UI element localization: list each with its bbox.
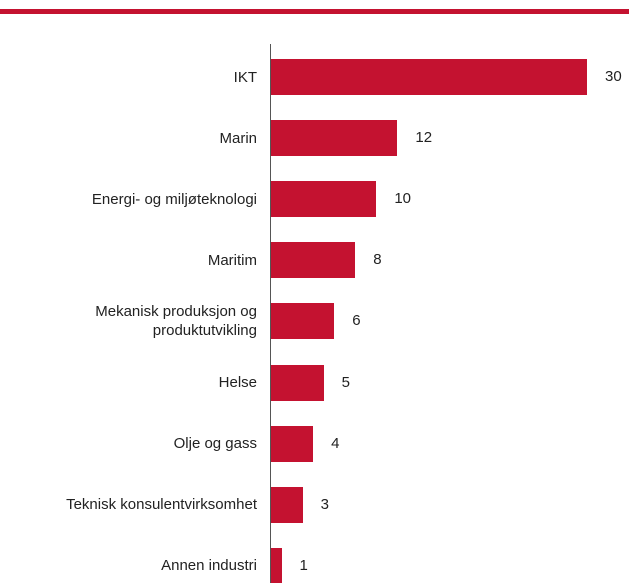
bar [271,120,398,157]
bar [271,547,282,583]
category-label: Marin [219,129,257,147]
value-label: 8 [373,251,382,269]
bar [271,303,335,340]
value-label: 1 [299,556,308,574]
category-label: Olje og gass [173,435,257,453]
bar [271,181,377,218]
category-label: IKT [233,68,257,86]
category-label: Teknisk konsulentvirksomhet [66,496,257,514]
value-label: 3 [320,495,329,513]
category-label: Helse [218,374,257,391]
category-label: Mekanisk produksjon og produktutvikling [95,303,257,340]
value-label: 4 [331,434,340,452]
bar [271,486,303,523]
category-label: Annen industri [161,557,257,575]
bar [271,364,324,401]
bar [271,59,587,95]
bar [271,425,314,462]
value-label: 12 [415,129,433,147]
category-label: Energi- og miljøteknologi [91,190,257,208]
axis-line [270,44,271,583]
value-label: 30 [605,68,622,85]
value-label: 6 [352,312,361,330]
value-label: 10 [394,190,412,208]
header-rule [0,9,629,14]
bar [271,242,356,279]
value-label: 5 [341,373,350,391]
category-label: Maritim [207,251,257,269]
